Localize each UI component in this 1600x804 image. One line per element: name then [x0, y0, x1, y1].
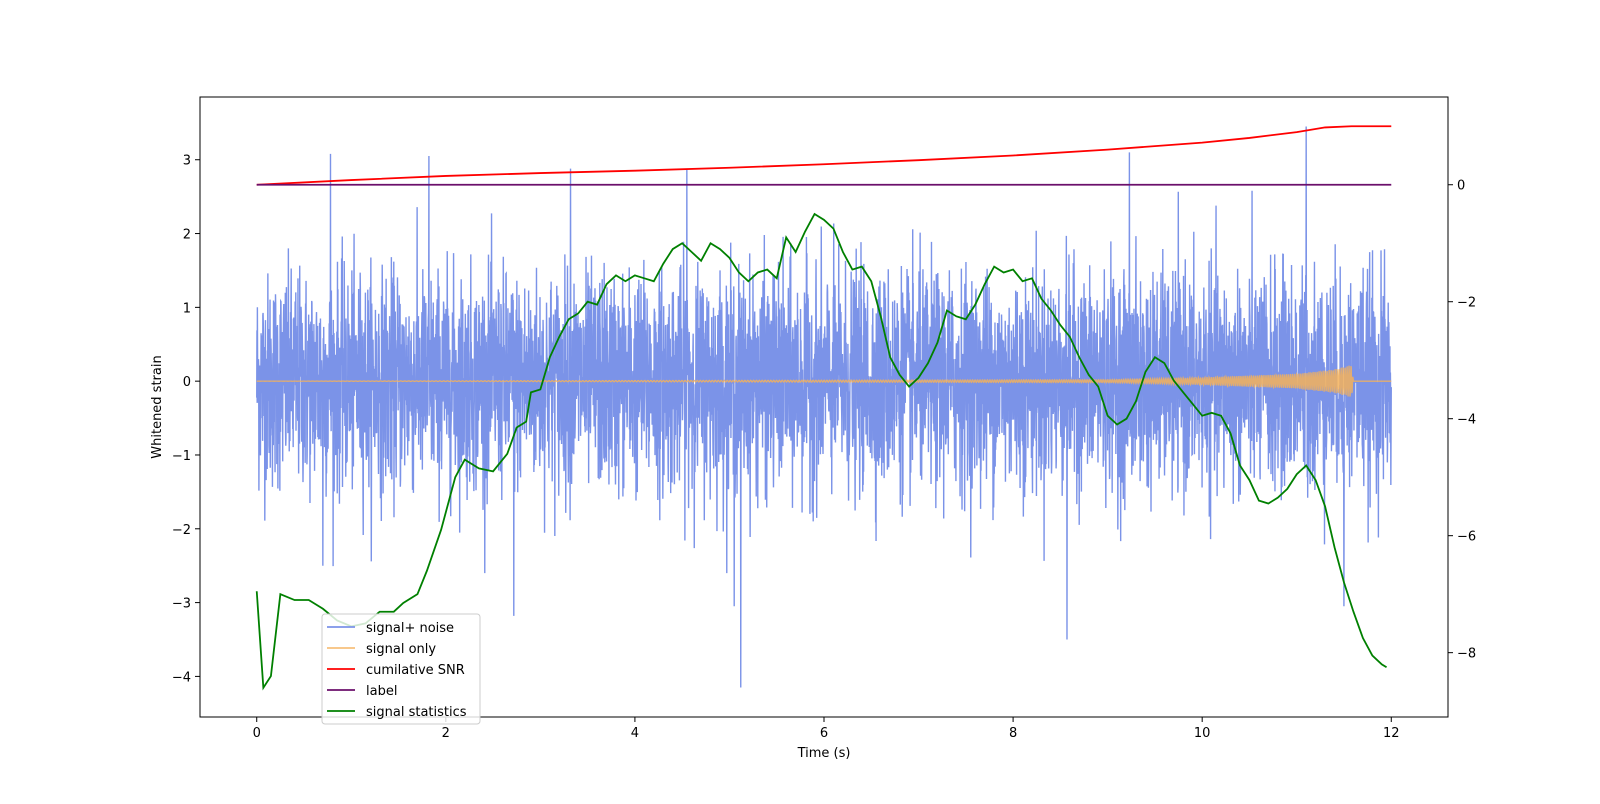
y-tick-label: −1 — [172, 449, 191, 464]
legend-label: cumilative SNR — [366, 663, 465, 678]
y-axis-label: Whitened strain — [150, 355, 165, 458]
x-tick-label: 0 — [253, 726, 261, 741]
y-tick-label: −2 — [172, 523, 191, 538]
legend-label: signal+ noise — [366, 621, 454, 636]
y-tick-label: 0 — [183, 375, 191, 390]
y2-tick-label: −2 — [1457, 296, 1476, 311]
y-tick-label: 2 — [183, 228, 191, 243]
x-tick-label: 12 — [1383, 726, 1400, 741]
series-signal-only — [256, 365, 1392, 397]
series-cumilative-snr — [256, 125, 1392, 186]
x-tick-label: 8 — [1009, 726, 1017, 741]
legend: signal+ noise signal only cumilative SNR la… — [321, 613, 481, 725]
y-tick-label: 3 — [183, 154, 191, 169]
y2-tick-label: 0 — [1457, 179, 1465, 194]
x-tick-label: 6 — [820, 726, 828, 741]
x-tick-label: 4 — [631, 726, 639, 741]
x-axis-label: Time (s) — [797, 746, 851, 761]
series-signal-noise — [256, 126, 1392, 688]
legend-label: label — [366, 684, 397, 699]
y-tick-label: 1 — [183, 301, 191, 316]
y-tick-label: −4 — [172, 670, 191, 685]
y2-tick-label: −6 — [1457, 530, 1476, 545]
legend-label: signal statistics — [366, 705, 467, 720]
y-tick-label: −3 — [172, 597, 191, 612]
y2-tick-label: −4 — [1457, 413, 1476, 428]
x-tick-label: 2 — [442, 726, 450, 741]
x-tick-label: 10 — [1194, 726, 1211, 741]
y2-tick-label: −8 — [1457, 647, 1476, 662]
legend-label: signal only — [366, 642, 436, 657]
series-signal-statistics — [255, 212, 1388, 691]
legend-box — [321, 613, 481, 725]
